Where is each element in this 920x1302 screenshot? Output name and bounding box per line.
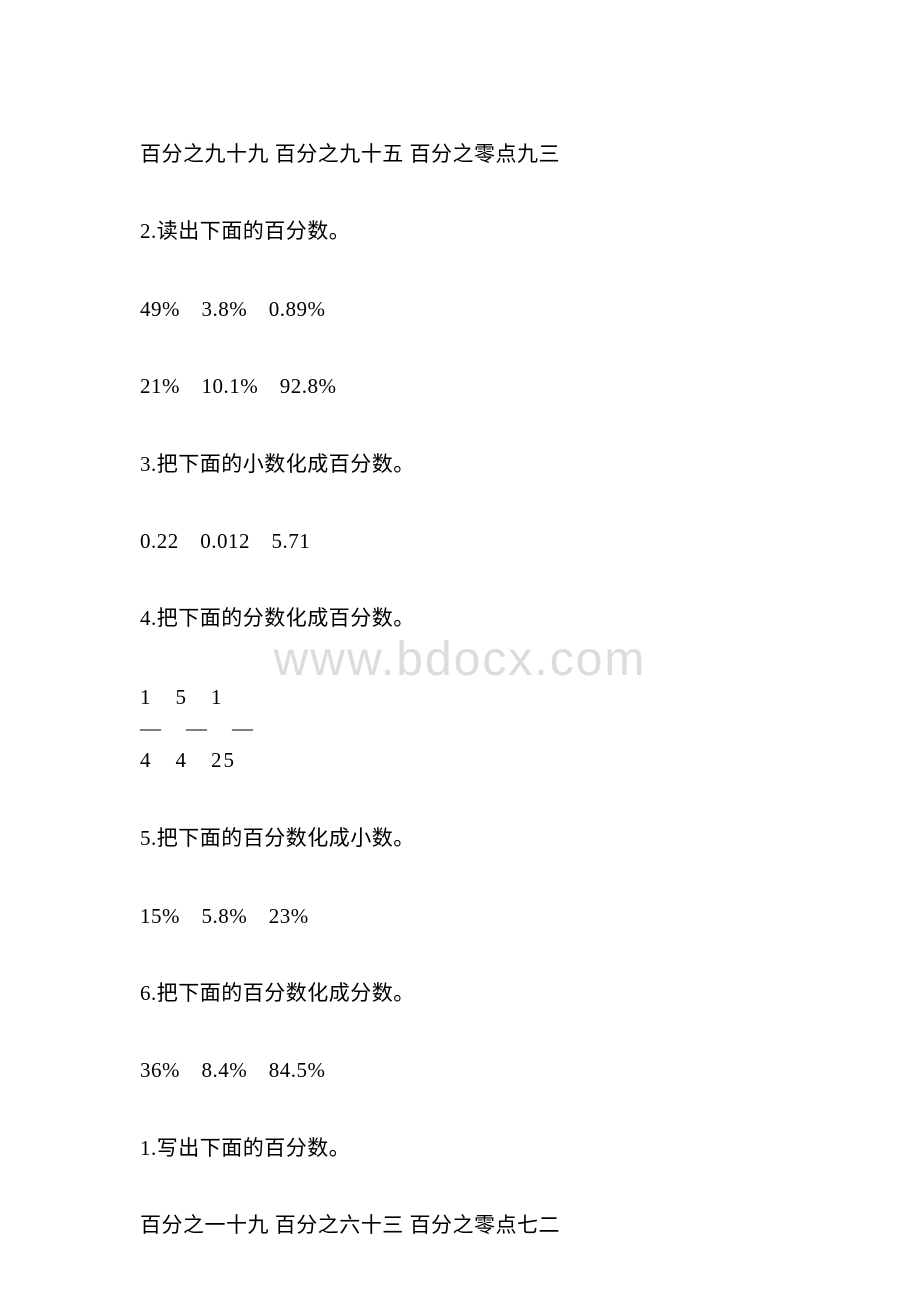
fraction-group: 1 5 1 — — — 4 4 25 — [140, 682, 780, 777]
question-2-row1: 49% 3.8% 0.89% — [140, 295, 780, 324]
text-line-1: 百分之九十九 百分之九十五 百分之零点九三 — [140, 140, 780, 169]
question-5-row1: 15% 5.8% 23% — [140, 902, 780, 931]
question-6-title: 6.把下面的百分数化成分数。 — [140, 979, 780, 1008]
watermark-text: www.bdocx.com — [274, 632, 647, 687]
question-3-title: 3.把下面的小数化成百分数。 — [140, 450, 780, 479]
question-2-row2: 21% 10.1% 92.8% — [140, 372, 780, 401]
question-6-row1: 36% 8.4% 84.5% — [140, 1056, 780, 1085]
question-5-title: 5.把下面的百分数化成小数。 — [140, 824, 780, 853]
fraction-bars: — — — — [140, 713, 780, 745]
question-3-row1: 0.22 0.012 5.71 — [140, 527, 780, 556]
question-1b-title: 1.写出下面的百分数。 — [140, 1134, 780, 1163]
question-4-title: 4.把下面的分数化成百分数。 — [140, 604, 780, 633]
fraction-denominators: 4 4 25 — [140, 745, 780, 777]
question-1b-row1: 百分之一十九 百分之六十三 百分之零点七二 — [140, 1211, 780, 1240]
fraction-numerators: 1 5 1 — [140, 682, 780, 714]
question-2-title: 2.读出下面的百分数。 — [140, 217, 780, 246]
